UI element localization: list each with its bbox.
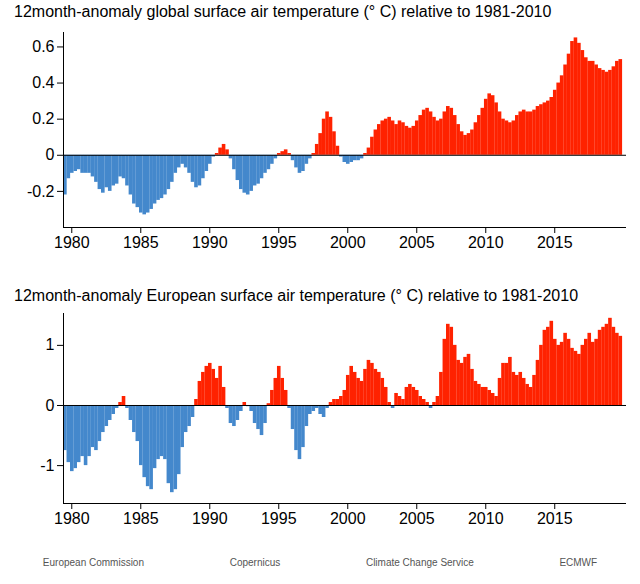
html-text:12month-anomaly global surface: 12month-anomaly global surface air tempe…	[14, 3, 552, 20]
svg-text:0.4: 0.4	[32, 74, 54, 91]
svg-text:-1: -1	[40, 457, 54, 474]
svg-text:2015: 2015	[537, 234, 573, 251]
html-text:12month-anomaly European surfa: 12month-anomaly European surface air tem…	[14, 287, 578, 304]
svg-text:1980: 1980	[54, 510, 90, 527]
html-text:European Commission: European Commission	[42, 556, 144, 568]
svg-text:1980: 1980	[54, 234, 90, 251]
svg-text:0: 0	[46, 146, 55, 163]
svg-text:0.6: 0.6	[32, 38, 54, 55]
svg-text:2005: 2005	[399, 234, 435, 251]
svg-text:2015: 2015	[537, 510, 573, 527]
html-text:ECMWF: ECMWF	[559, 556, 598, 568]
html-text:Climate Change Service: Climate Change Service	[365, 556, 474, 568]
svg-text:1995: 1995	[261, 234, 297, 251]
svg-text:2010: 2010	[468, 234, 504, 251]
svg-text:1985: 1985	[123, 510, 159, 527]
svg-text:-0.2: -0.2	[27, 183, 55, 200]
svg-text:1995: 1995	[261, 510, 297, 527]
svg-text:2010: 2010	[468, 510, 504, 527]
svg-text:1985: 1985	[123, 234, 159, 251]
svg-text:1: 1	[46, 336, 55, 353]
svg-text:0: 0	[46, 397, 55, 414]
svg-text:1990: 1990	[192, 510, 228, 527]
svg-text:1990: 1990	[192, 234, 228, 251]
svg-text:2000: 2000	[330, 510, 366, 527]
svg-text:0.2: 0.2	[32, 110, 54, 127]
html-text:Copernicus: Copernicus	[229, 556, 281, 568]
svg-text:2005: 2005	[399, 510, 435, 527]
svg-text:2000: 2000	[330, 234, 366, 251]
